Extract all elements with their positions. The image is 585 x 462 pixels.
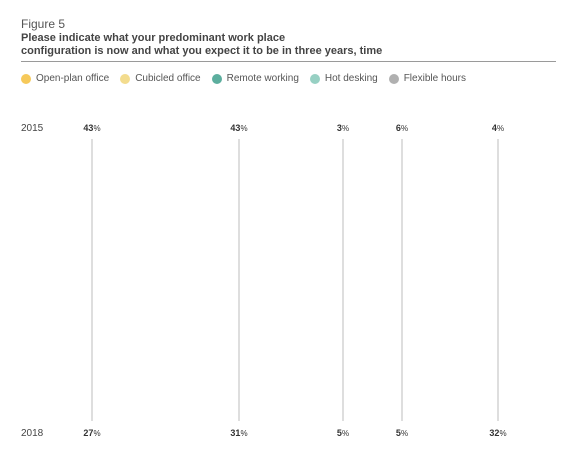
figure-label: Figure 5 <box>21 17 66 31</box>
legend-swatch-remote-working <box>211 73 222 84</box>
value-label-flexible-hours-2018: 32% <box>489 428 506 438</box>
value-label-open-plan-office-2015: 43% <box>83 123 100 133</box>
chart-legend: Open-plan office Cubicled office Remote … <box>21 73 477 84</box>
value-label-cubicled-office-2015: 43% <box>230 123 247 133</box>
legend-label-open-plan-office: Open-plan office <box>36 73 110 84</box>
year-label-2018: 2018 <box>21 428 44 439</box>
value-label-remote-working-2015: 3% <box>337 123 349 133</box>
legend-item-open-plan-office: Open-plan office <box>21 73 109 84</box>
legend-swatch-open-plan-office <box>21 73 31 84</box>
legend-label-flexible-hours: Flexible hours <box>403 73 466 84</box>
value-label-remote-working-2018: 5% <box>337 428 349 438</box>
legend-item-hot-desking: Hot desking <box>309 73 378 84</box>
value-label-open-plan-office-2018: 27% <box>83 428 100 438</box>
legend-swatch-hot-desking <box>309 73 320 84</box>
legend-label-cubicled-office: Cubicled office <box>135 73 201 84</box>
title-divider <box>21 61 556 62</box>
legend-item-cubicled-office: Cubicled office <box>120 73 201 84</box>
chart-title-line-1: Please indicate what your predominant wo… <box>21 32 286 44</box>
value-label-hot-desking-2018: 5% <box>396 428 408 438</box>
legend-swatch-cubicled-office <box>120 73 131 84</box>
year-label-2015: 2015 <box>21 123 44 134</box>
chart-title-line-2: configuration is now and what you expect… <box>21 45 383 57</box>
chart-marks: 43% 27% 43% 31% 3% 5% 6% 5% 4% 32% <box>83 123 506 438</box>
legend-label-hot-desking: Hot desking <box>324 73 378 84</box>
legend-swatch-flexible-hours <box>388 73 399 84</box>
value-label-hot-desking-2015: 6% <box>396 123 408 133</box>
value-label-flexible-hours-2015: 4% <box>492 123 504 133</box>
legend-item-flexible-hours: Flexible hours <box>388 73 466 84</box>
legend-item-remote-working: Remote working <box>211 73 299 84</box>
legend-label-remote-working: Remote working <box>226 73 299 84</box>
chart-title: Please indicate what your predominant wo… <box>21 32 561 58</box>
value-label-cubicled-office-2018: 31% <box>230 428 247 438</box>
